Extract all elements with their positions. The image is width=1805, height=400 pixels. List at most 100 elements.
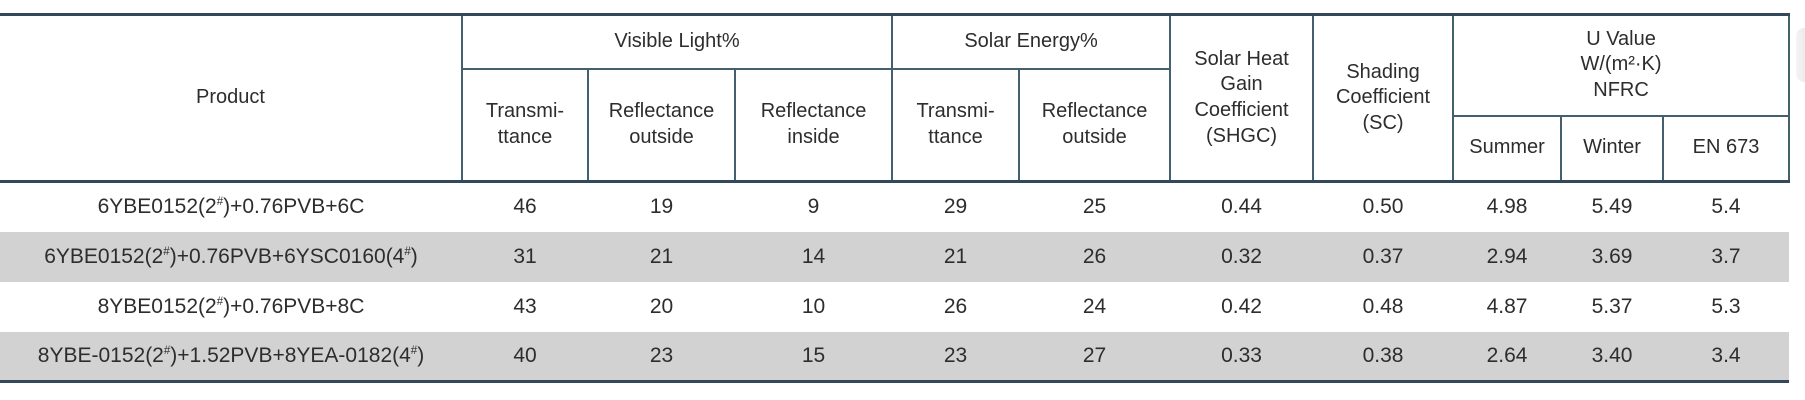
u-en673-value: 5.3 <box>1711 294 1741 318</box>
table-row: 6YBE0152(2#)+0.76PVB+6C 46 19 9 29 25 0.… <box>0 180 1790 232</box>
u-summer-value: 4.87 <box>1486 294 1528 318</box>
column-header-shading-coefficient: Shading Coefficient (SC) <box>1312 13 1455 183</box>
superscript: # <box>410 344 418 357</box>
column-header-u-summer: Summer <box>1452 114 1563 183</box>
shgc-value: 0.44 <box>1170 180 1314 232</box>
table-body: 6YBE0152(2#)+0.76PVB+6C 46 19 9 29 25 0.… <box>0 180 1790 383</box>
column-header-shgc: Solar Heat Gain Coefficient (SHGC) <box>1169 13 1315 183</box>
vl-transmittance-value: 43 <box>513 294 537 318</box>
u-winter-value: 5.49 <box>1561 180 1664 232</box>
solar-energy-label: Solar Energy% <box>964 29 1098 52</box>
se-transmittance-value: 26 <box>943 294 968 318</box>
product-text: )+0.76PVB+6C <box>223 195 365 219</box>
shgc-value: 0.32 <box>1170 231 1314 282</box>
se-transmittance-value: 23 <box>892 331 1020 383</box>
product-text: 8YBE0152(2 <box>97 294 217 318</box>
vl-reflectance-inside-value: 10 <box>801 294 826 318</box>
shading-line-1: Shading <box>1346 60 1420 83</box>
scrollbar-thumb[interactable] <box>1796 28 1805 82</box>
vl-reflectance-outside-value: 19 <box>588 180 735 232</box>
shgc-line-4: (SHGC) <box>1205 124 1278 147</box>
column-header-u-winter: Winter <box>1560 114 1665 183</box>
se-reflectance-outside-value: 24 <box>1082 294 1107 318</box>
superscript: # <box>216 295 224 308</box>
column-header-u-en673: EN 673 <box>1662 114 1791 183</box>
product-text: 6YBE0152(2 <box>97 195 217 219</box>
vl-reflectance-outside-line-1: Reflectance <box>608 100 715 123</box>
column-header-vl-transmittance: Transmi- ttance <box>461 67 589 183</box>
product-text: 6YBE0152(2 <box>44 244 164 268</box>
product-name: 6YBE0152(2#)+0.76PVB+6C <box>0 180 462 232</box>
se-reflectance-outside-value: 27 <box>1019 331 1171 383</box>
column-header-vl-reflectance-outside: Reflectance outside <box>587 67 736 183</box>
visible-light-label: Visible Light% <box>614 29 740 52</box>
superscript: # <box>216 196 224 209</box>
shading-coefficient-value: 0.50 <box>1313 180 1454 232</box>
vl-transmittance-line-2: ttance <box>497 125 553 148</box>
shgc-line-3: Coefficient <box>1194 99 1289 121</box>
u-value-line-2: W/(m²·K) <box>1580 53 1662 76</box>
se-reflectance-outside-line-2: outside <box>1062 125 1127 148</box>
vl-reflectance-inside-value: 15 <box>735 331 893 383</box>
shading-coefficient-value: 0.38 <box>1313 331 1454 383</box>
u-summer-label: Summer <box>1469 136 1545 159</box>
shgc-value: 0.33 <box>1170 331 1314 383</box>
u-summer-value: 2.94 <box>1453 231 1562 282</box>
vl-reflectance-inside-line-2: inside <box>787 125 840 148</box>
vl-reflectance-outside-value: 21 <box>588 231 735 282</box>
u-en673-value: 3.4 <box>1663 331 1790 383</box>
shading-line-2: Coefficient <box>1335 86 1431 109</box>
u-en673-value: 5.4 <box>1663 180 1790 232</box>
product-name: 6YBE0152(2#)+0.76PVB+6YSC0160(4#) <box>0 231 462 282</box>
vl-transmittance-value: 46 <box>462 180 588 232</box>
se-reflectance-outside-line-1: Reflectance <box>1041 100 1148 123</box>
shgc-line-2: Gain <box>1220 73 1263 96</box>
se-transmittance-line-2: ttance <box>928 125 983 148</box>
u-winter-label: Winter <box>1583 136 1641 159</box>
product-text: )+0.76PVB+6YSC0160(4 <box>169 244 405 268</box>
product-text: )+1.52PVB+8YEA-0182(4 <box>170 343 411 367</box>
u-winter-value: 3.69 <box>1561 231 1664 282</box>
group-header-solar-energy: Solar Energy% <box>891 13 1172 70</box>
product-header-label: Product <box>196 86 265 109</box>
group-header-visible-light: Visible Light% <box>460 13 894 70</box>
shading-coefficient-value: 0.37 <box>1313 231 1454 282</box>
product-name: 8YBE0152(2#)+0.76PVB+8C <box>0 282 462 332</box>
table-row: 8YBE-0152(2#)+1.52PVB+8YEA-0182(4#) 40 2… <box>0 331 1790 383</box>
u-winter-value: 3.40 <box>1561 331 1664 383</box>
column-header-se-transmittance: Transmi- ttance <box>891 67 1021 183</box>
vl-reflectance-inside-line-1: Reflectance <box>760 100 867 123</box>
column-header-product: Product <box>0 13 463 183</box>
vl-transmittance-value: 40 <box>462 331 588 383</box>
u-value-line-3: NFRC <box>1593 79 1649 102</box>
vl-reflectance-inside-value: 9 <box>735 180 893 232</box>
se-reflectance-outside-value: 25 <box>1019 180 1171 232</box>
group-header-u-value: U Value W/(m²·K) NFRC <box>1452 13 1791 117</box>
u-winter-value: 5.37 <box>1591 294 1633 318</box>
product-name: 8YBE-0152(2#)+1.52PVB+8YEA-0182(4#) <box>0 331 462 383</box>
u-summer-value: 2.64 <box>1453 331 1562 383</box>
table-row: 6YBE0152(2#)+0.76PVB+6YSC0160(4#) 31 21 … <box>0 231 1790 282</box>
vl-reflectance-outside-value: 23 <box>588 331 735 383</box>
u-en673-label: EN 673 <box>1692 136 1760 159</box>
shading-line-3: (SC) <box>1362 111 1404 134</box>
vl-reflectance-outside-value: 20 <box>649 294 674 318</box>
shgc-value: 0.42 <box>1221 294 1262 318</box>
se-reflectance-outside-value: 26 <box>1019 231 1171 282</box>
vl-reflectance-outside-line-2: outside <box>629 125 694 148</box>
superscript: # <box>163 245 170 258</box>
vl-transmittance-value: 31 <box>462 231 588 282</box>
u-summer-value: 4.98 <box>1453 180 1562 232</box>
u-en673-value: 3.7 <box>1663 231 1790 282</box>
table-header: Product Visible Light% Solar Energy% Sol… <box>0 13 1791 183</box>
product-text: 8YBE-0152(2 <box>37 343 164 367</box>
table-row: 8YBE0152(2#)+0.76PVB+8C 43 20 10 26 24 0… <box>0 282 1789 332</box>
product-text: ) <box>410 244 418 268</box>
column-header-vl-reflectance-inside: Reflectance inside <box>733 67 894 183</box>
superscript: # <box>404 245 411 258</box>
superscript: # <box>163 344 171 357</box>
shading-coefficient-value: 0.48 <box>1362 294 1404 318</box>
se-transmittance-line-1: Transmi- <box>916 100 995 123</box>
product-text: )+0.76PVB+8C <box>223 294 365 318</box>
